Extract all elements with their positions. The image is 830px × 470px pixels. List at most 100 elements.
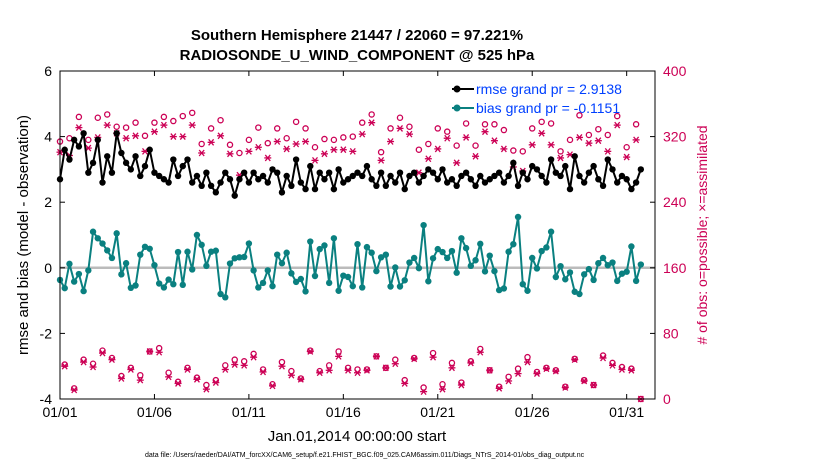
obs-assimilated-point: [396, 124, 404, 132]
obs-assimilated-point: [552, 367, 560, 375]
obs-assimilated-point: [481, 128, 489, 136]
bias-point: [113, 230, 120, 237]
bias-point: [307, 238, 314, 245]
plot-area: [56, 109, 655, 403]
obs-assimilated-point: [80, 358, 88, 366]
y-tick-label: 0: [44, 260, 52, 276]
obs-possible-point: [505, 373, 512, 381]
obs-assimilated-point: [462, 134, 470, 141]
y-right-tick-label: 240: [663, 194, 687, 210]
rmse-point: [510, 159, 517, 167]
obs-possible-point: [580, 376, 588, 384]
obs-possible-point: [392, 356, 399, 363]
rmse-point: [231, 192, 238, 199]
bias-point: [462, 244, 470, 252]
obs-assimilated-point: [410, 355, 418, 363]
obs-possible-point: [307, 347, 314, 354]
bias-point: [396, 283, 404, 290]
obs-possible-point: [420, 384, 427, 391]
bias-point: [217, 290, 224, 298]
rmse-point: [146, 146, 153, 153]
bias-point: [420, 221, 427, 229]
obs-possible-point: [510, 147, 517, 154]
obs-assimilated-point: [533, 370, 541, 377]
bias-point: [316, 245, 323, 253]
rmse-point: [406, 172, 413, 180]
bias-point: [160, 284, 168, 291]
obs-possible-point: [415, 146, 423, 153]
rmse-point: [538, 172, 545, 180]
bias-point: [500, 285, 508, 292]
rmse-point: [562, 162, 569, 170]
obs-assimilated-point: [320, 150, 328, 158]
obs-assimilated-point: [500, 145, 508, 153]
obs-possible-point: [283, 134, 290, 142]
obs-possible-point: [410, 354, 418, 362]
obs-assimilated-point: [240, 361, 248, 369]
bias-point: [269, 282, 276, 290]
bias-point: [543, 244, 550, 251]
bias-point: [288, 270, 295, 277]
rmse-point: [614, 179, 621, 186]
rmse-point: [264, 179, 271, 186]
rmse-point: [170, 156, 177, 163]
bias-point: [302, 288, 309, 295]
bias-point: [212, 247, 220, 254]
bias-point: [363, 243, 371, 251]
rmse-point: [472, 182, 479, 189]
bias-point: [245, 240, 253, 247]
bias-point: [174, 248, 182, 256]
obs-assimilated-point: [490, 137, 498, 145]
obs-possible-point: [571, 355, 578, 363]
obs-assimilated-point: [609, 361, 616, 369]
obs-assimilated-point: [344, 366, 352, 374]
obs-assimilated-point: [339, 146, 347, 154]
rmse-point: [321, 176, 328, 183]
bias-point: [628, 243, 635, 250]
obs-assimilated-point: [443, 134, 451, 142]
obs-possible-point: [264, 139, 272, 147]
obs-assimilated-point: [70, 386, 78, 394]
rmse-point: [118, 149, 125, 157]
rmse-point: [524, 176, 531, 183]
bias-point: [425, 278, 432, 285]
obs-possible-point: [113, 123, 120, 131]
rmse-point: [599, 182, 607, 189]
obs-possible-point: [198, 140, 205, 148]
bias-point: [382, 251, 390, 258]
rmse-point: [444, 179, 451, 186]
legend: rmse grand pr = 2.9138 bias grand pr = -…: [452, 81, 622, 116]
bias-point: [179, 281, 186, 289]
bias-point: [193, 231, 201, 239]
chart-title-line2: RADIOSONDE_U_WIND_COMPONENT @ 525 hPa: [180, 47, 535, 64]
rmse-point: [278, 189, 286, 196]
rmse-point: [585, 169, 593, 176]
rmse-point: [255, 176, 262, 183]
rmse-point: [155, 172, 163, 180]
rmse-point: [302, 185, 309, 193]
obs-assimilated-point: [193, 375, 201, 383]
x-tick-label: 01/26: [515, 404, 550, 420]
x-tick-label: 01/01: [42, 404, 77, 420]
rmse-point: [217, 179, 224, 186]
bias-point: [429, 255, 437, 262]
obs-assimilated-point: [61, 362, 69, 370]
obs-possible-point: [562, 383, 569, 390]
rmse-point: [127, 166, 135, 173]
bias-point: [481, 268, 489, 275]
bias-point: [184, 248, 191, 255]
bias-point: [311, 272, 319, 280]
y-axis-label-left: rmse and bias (model - observation): [15, 115, 32, 355]
y-right-tick-label: 160: [663, 260, 687, 276]
bias-point: [359, 284, 366, 291]
bias-point: [415, 264, 423, 272]
bias-point: [344, 273, 352, 281]
bias-point: [137, 251, 144, 258]
obs-assimilated-point: [524, 358, 531, 366]
rmse-point: [193, 172, 201, 180]
bias-point: [255, 284, 262, 291]
rmse-point: [373, 182, 380, 189]
obs-assimilated-point: [377, 156, 385, 164]
rmse-point: [439, 166, 446, 173]
obs-possible-point: [292, 118, 300, 126]
